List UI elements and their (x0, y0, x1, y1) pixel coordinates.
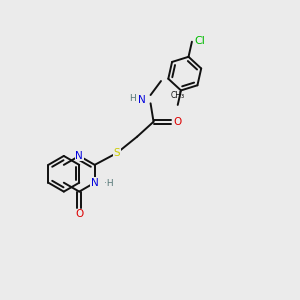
Text: O: O (173, 117, 182, 127)
Text: N: N (91, 178, 99, 188)
Text: H: H (129, 94, 136, 103)
Text: Cl: Cl (195, 36, 206, 46)
Text: N: N (75, 151, 83, 161)
Text: ·H: ·H (103, 179, 113, 188)
Text: S: S (114, 148, 120, 158)
Text: N: N (138, 95, 146, 105)
Text: CH₃: CH₃ (171, 92, 185, 100)
Text: O: O (75, 209, 83, 220)
